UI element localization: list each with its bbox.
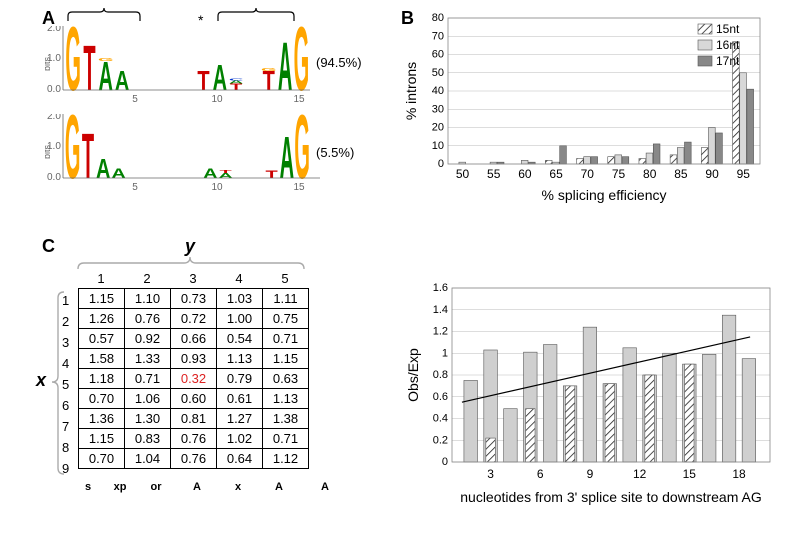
svg-text:C: C <box>229 78 243 81</box>
panel-c-bottom-row: sxporAxAA <box>78 481 344 493</box>
svg-text:G: G <box>98 57 114 62</box>
svg-text:0.6: 0.6 <box>433 391 448 403</box>
seq-logo-bottom: GTAAAATTAG 2.0 1.0 0.0 bits 5 10 15 <box>45 114 325 192</box>
svg-text:1: 1 <box>442 347 448 359</box>
svg-text:A: A <box>278 28 292 104</box>
svg-text:T: T <box>83 33 95 104</box>
svg-text:70: 70 <box>581 167 595 181</box>
svg-text:60: 60 <box>432 49 444 61</box>
svg-text:G: G <box>65 26 81 104</box>
svg-text:2.0: 2.0 <box>47 114 61 122</box>
svg-text:0.4: 0.4 <box>433 413 448 425</box>
svg-text:12: 12 <box>633 467 647 481</box>
svg-text:20: 20 <box>432 122 444 134</box>
svg-text:15: 15 <box>683 467 697 481</box>
svg-text:60: 60 <box>518 167 532 181</box>
svg-text:1.6: 1.6 <box>433 282 448 294</box>
svg-text:10: 10 <box>211 182 223 192</box>
panel-b-chart: 0 10 20 30 40 50 60 70 80 50 55 60 65 70 75 80 85 90 95 % i… <box>400 10 770 208</box>
svg-text:T: T <box>220 169 232 174</box>
svg-text:5: 5 <box>132 182 138 192</box>
svg-text:Obs/Exp: Obs/Exp <box>405 348 421 402</box>
svg-text:40: 40 <box>432 85 444 97</box>
svg-text:16nt: 16nt <box>716 38 740 52</box>
svg-text:0.0: 0.0 <box>47 172 61 183</box>
svg-text:1.4: 1.4 <box>433 304 448 316</box>
svg-text:15nt: 15nt <box>716 22 740 36</box>
svg-text:18: 18 <box>732 467 746 481</box>
svg-text:70: 70 <box>432 30 444 42</box>
svg-text:0.0: 0.0 <box>47 84 61 95</box>
panel-c-table: 1.151.100.731.031.111.260.760.721.000.75… <box>78 288 309 469</box>
panel-d-chart: 0 0.2 0.4 0.6 0.8 1 1.2 1.4 1.6 3 6 9 12 15 18 Obs/Exp n… <box>400 280 780 510</box>
svg-text:85: 85 <box>674 167 688 181</box>
svg-text:G: G <box>294 26 310 104</box>
svg-text:50: 50 <box>456 167 470 181</box>
panel-a-top-brackets <box>58 6 318 26</box>
svg-text:6: 6 <box>537 467 544 481</box>
svg-text:bits: bits <box>45 56 52 71</box>
svg-text:A: A <box>115 66 129 97</box>
panel-a-pct-bottom: (5.5%) <box>316 145 354 160</box>
svg-text:0.8: 0.8 <box>433 369 448 381</box>
svg-text:0: 0 <box>442 456 448 468</box>
panel-c-x-letter: x <box>36 370 46 391</box>
svg-text:1.2: 1.2 <box>433 326 448 338</box>
panel-c-label: C <box>42 236 55 257</box>
svg-text:90: 90 <box>705 167 719 181</box>
svg-text:75: 75 <box>612 167 626 181</box>
svg-text:15: 15 <box>293 182 305 192</box>
svg-text:50: 50 <box>432 67 444 79</box>
svg-text:30: 30 <box>432 103 444 115</box>
svg-text:A: A <box>203 165 217 181</box>
svg-text:80: 80 <box>643 167 657 181</box>
svg-text:G: G <box>294 114 310 192</box>
svg-text:65: 65 <box>549 167 563 181</box>
svg-text:3: 3 <box>487 467 494 481</box>
svg-text:10: 10 <box>211 94 223 104</box>
svg-text:15: 15 <box>293 94 305 104</box>
svg-text:G: G <box>65 114 81 192</box>
svg-text:% splicing efficiency: % splicing efficiency <box>541 187 666 203</box>
panel-c-row-headers: 123456789 <box>62 290 75 479</box>
seq-logo-top: GTAGATATACTGAG 2.0 1.0 0.0 bits 5 10 15 <box>45 26 325 104</box>
svg-text:0: 0 <box>438 158 444 170</box>
svg-text:T: T <box>265 168 277 181</box>
svg-text:95: 95 <box>737 167 751 181</box>
svg-text:0.2: 0.2 <box>433 434 448 446</box>
svg-text:55: 55 <box>487 167 501 181</box>
svg-text:A: A <box>280 126 294 192</box>
panel-c-y-brace <box>76 255 316 271</box>
svg-text:bits: bits <box>45 144 52 159</box>
svg-text:10: 10 <box>432 140 444 152</box>
svg-text:G: G <box>261 67 277 72</box>
svg-text:17nt: 17nt <box>716 54 740 68</box>
svg-text:T: T <box>197 66 209 97</box>
svg-text:% introns: % introns <box>403 62 419 120</box>
svg-text:9: 9 <box>587 467 594 481</box>
svg-text:5: 5 <box>132 94 138 104</box>
panel-c-col-headers: 12345 <box>78 271 308 286</box>
panel-c-y-letter: y <box>185 236 195 257</box>
svg-text:A: A <box>213 58 227 99</box>
svg-text:2.0: 2.0 <box>47 26 61 34</box>
panel-a-pct-top: (94.5%) <box>316 55 362 70</box>
svg-text:nucleotides from 3' splice sit: nucleotides from 3' splice site to downs… <box>460 489 761 505</box>
svg-text:80: 80 <box>432 12 444 24</box>
svg-text:A: A <box>111 165 125 181</box>
svg-text:T: T <box>82 121 94 192</box>
svg-text:A: A <box>96 154 110 185</box>
